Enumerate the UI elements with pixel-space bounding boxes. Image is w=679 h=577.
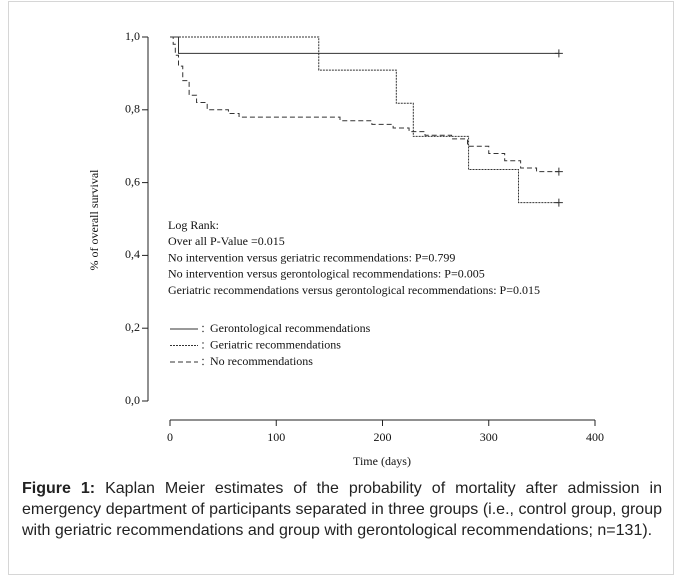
annotation: No intervention versus gerontological re…: [168, 267, 485, 281]
survival-line: [170, 36, 559, 54]
survival-line: [170, 36, 559, 173]
legend-colon: [202, 358, 204, 361]
legend-colon: [202, 325, 204, 328]
y-axis-label: % of overall survival: [87, 169, 101, 271]
y-tick-label: 0,4: [125, 247, 140, 261]
x-axis-label: Time (days): [353, 454, 411, 468]
x-tick-label: 100: [267, 430, 285, 444]
caption-label: Figure 1:: [22, 480, 96, 497]
caption-text: Kaplan Meier estimates of the probabilit…: [22, 480, 663, 539]
figure-caption: Figure 1: Kaplan Meier estimates of the …: [22, 478, 662, 541]
y-tick-label: 0,8: [125, 102, 140, 116]
x-tick-label: 200: [374, 430, 392, 444]
y-tick-label: 0,0: [125, 393, 140, 407]
annotation: Geriatric recommendations versus geronto…: [168, 283, 540, 297]
censor-mark: [554, 49, 563, 58]
survival-line: [170, 36, 559, 204]
figure-frame: [8, 1, 674, 575]
legend-colon: [202, 363, 204, 366]
legend-colon: [202, 330, 204, 333]
chart: % of overall survival Time (days) 0,0 0,2…: [87, 29, 604, 468]
y-tick-label: 0,6: [125, 174, 140, 188]
annotation: Log Rank:: [168, 218, 219, 232]
legend-label: No recommendations: [210, 354, 313, 368]
censor-mark: [554, 167, 563, 176]
y-tick-label: 1,0: [125, 29, 140, 43]
x-tick-label: 400: [586, 430, 604, 444]
legend-colon: [202, 342, 204, 344]
x-tick-label: 0: [167, 430, 173, 444]
legend-label: Gerontological recommendations: [210, 321, 371, 335]
legend-label: Geriatric recommendations: [210, 337, 341, 351]
x-tick-label: 300: [480, 430, 498, 444]
y-tick-label: 0,2: [125, 320, 140, 334]
annotation: Over all P-Value =0.015: [168, 234, 285, 248]
annotation: No intervention versus geriatric recomme…: [168, 250, 455, 264]
legend-colon: [202, 347, 204, 349]
censor-mark: [554, 198, 563, 207]
